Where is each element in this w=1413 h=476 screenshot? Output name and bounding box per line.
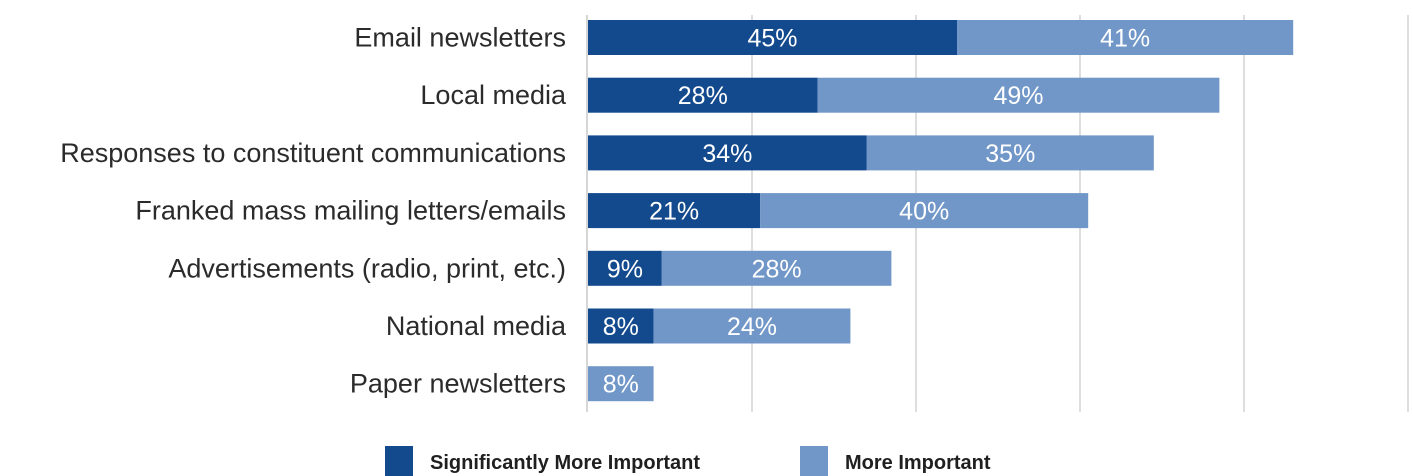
data-label: 28% [752,255,802,283]
bar-segment [588,77,818,113]
category-label: Advertisements (radio, print, etc.) [168,253,566,283]
data-label: 21% [649,198,699,226]
data-label: 35% [985,140,1035,168]
category-labels: Email newsletters Local media Responses to… [60,23,567,399]
data-label: 28% [678,82,728,110]
bar-segment [588,20,957,55]
data-label: 41% [1100,25,1150,53]
data-label: 24% [727,313,777,341]
bar-segment [588,250,662,286]
bar-segment [957,20,1294,55]
bar-segment [866,135,1154,171]
bars: 45% 41% 28% 49% 34% 35% 21% 40% 9% 28% 8% 24% 8% [588,20,1294,402]
bar-segment [653,308,851,344]
bar-segment [588,308,654,344]
category-label: Paper newsletters [350,369,566,399]
legend-label: Significantly More Important [430,452,700,474]
data-label: 9% [607,255,643,283]
legend-swatch [800,446,828,476]
data-label: 34% [702,140,752,168]
category-label: Local media [420,80,567,110]
bar-segment [760,193,1089,229]
data-label: 49% [993,82,1043,110]
category-label: Responses to constituent communications [60,138,566,168]
category-label: Email newsletters [354,23,566,53]
legend: Significantly More Important More Importa… [385,446,991,476]
category-label: Franked mass mailing letters/emails [135,196,566,226]
legend-swatch [385,446,413,476]
data-label: 40% [899,198,949,226]
bar-segment [588,135,867,171]
legend-label: More Important [845,452,991,474]
data-label: 8% [603,371,639,399]
bar-segment [661,250,892,286]
bar-segment [588,193,761,229]
category-label: National media [386,311,567,341]
bar-segment [588,366,654,402]
bar-segment [817,77,1220,113]
data-label: 8% [603,313,639,341]
data-label: 45% [747,25,797,53]
